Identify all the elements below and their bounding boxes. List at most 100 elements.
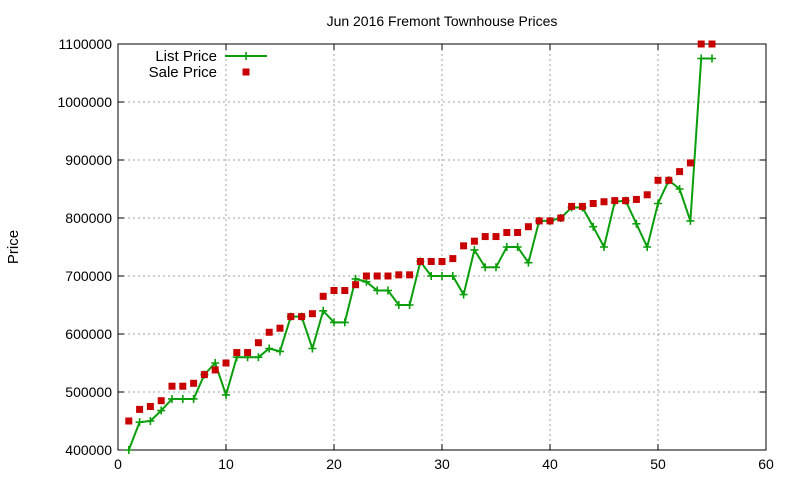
y-tick-label: 500000 xyxy=(65,384,112,400)
list-price-point xyxy=(319,306,328,315)
legend-marker-sale-price xyxy=(242,68,250,76)
list-price-point xyxy=(708,54,716,63)
sale-price-point xyxy=(643,191,651,199)
sale-price-point xyxy=(190,379,198,387)
sale-price-point xyxy=(427,258,435,265)
sale-price-point xyxy=(686,159,694,167)
sale-price-point xyxy=(589,200,597,207)
y-tick-label: 1000000 xyxy=(57,94,112,110)
list-price-point xyxy=(686,216,695,225)
sale-price-point xyxy=(481,233,489,241)
list-price-point xyxy=(330,318,338,327)
x-tick-label: 60 xyxy=(758,456,774,472)
list-price-point xyxy=(189,394,198,403)
sale-price-point xyxy=(244,349,252,357)
sale-price-point xyxy=(416,258,424,265)
axis-ticks: 0 10 20 30 40 50 60 400000 500000 600000 700000 800… xyxy=(57,36,774,472)
list-price-point xyxy=(135,418,144,427)
sale-price-point xyxy=(298,313,306,321)
x-tick-label: 40 xyxy=(542,456,558,472)
list-price-point xyxy=(470,245,479,254)
list-price-point xyxy=(157,406,166,415)
legend-marker-list-price xyxy=(242,52,250,60)
sale-price-point xyxy=(125,417,133,425)
list-price-point xyxy=(178,394,187,403)
sale-price-point xyxy=(449,255,457,263)
chart-title: Jun 2016 Fremont Townhouse Prices xyxy=(327,13,558,29)
x-tick-label: 20 xyxy=(326,456,342,472)
list-price-point xyxy=(448,272,457,280)
sale-price-point xyxy=(492,233,500,241)
sale-price-point xyxy=(632,195,640,203)
legend: List Price Sale Price xyxy=(149,48,267,81)
list-price-point xyxy=(168,394,176,403)
list-price-point xyxy=(211,359,220,367)
sale-price-point xyxy=(287,313,295,321)
x-tick-label: 10 xyxy=(218,456,234,472)
list-price-point xyxy=(254,353,263,362)
sale-price-point xyxy=(352,281,360,289)
list-price-point xyxy=(124,446,133,454)
sale-price-point xyxy=(265,328,273,336)
sale-price-point xyxy=(600,198,608,206)
list-price-point xyxy=(459,290,468,299)
sale-price-point xyxy=(200,371,208,379)
y-tick-label: 600000 xyxy=(65,326,112,342)
sale-price-point xyxy=(211,366,219,374)
sale-price-point xyxy=(460,242,468,250)
list-price-point xyxy=(513,243,522,251)
legend-label-list-price: List Price xyxy=(155,48,217,65)
list-price-point xyxy=(265,344,274,353)
list-price-point xyxy=(276,347,284,356)
list-price-point xyxy=(600,243,608,251)
sale-price-point xyxy=(308,310,316,318)
list-price-point xyxy=(384,286,392,295)
sale-price-point xyxy=(557,214,565,222)
list-price-point xyxy=(373,286,382,295)
list-price-point xyxy=(308,344,317,353)
sale-price-point xyxy=(254,339,262,347)
sale-price-point xyxy=(611,197,619,205)
list-price-point xyxy=(340,318,349,327)
sale-price-point xyxy=(384,272,392,280)
sale-price-point xyxy=(319,292,327,300)
sale-price-point xyxy=(654,176,662,184)
sale-price-point xyxy=(524,223,532,231)
list-price-point xyxy=(394,301,403,309)
sale-price-point xyxy=(222,359,230,367)
x-tick-label: 30 xyxy=(434,456,450,472)
sale-price-point xyxy=(179,382,187,390)
sale-price-point xyxy=(470,237,478,245)
sale-price-point xyxy=(697,40,705,48)
x-tick-label: 50 xyxy=(650,456,666,472)
list-price-point xyxy=(222,390,230,399)
y-tick-label: 900000 xyxy=(65,152,112,168)
sale-price-point xyxy=(395,271,403,279)
list-price-line xyxy=(127,57,712,451)
y-axis-label: Price xyxy=(5,230,22,264)
list-price-point xyxy=(697,54,706,63)
list-price-point xyxy=(146,417,155,425)
list-price-point xyxy=(675,185,684,193)
list-price-point xyxy=(438,272,446,280)
sale-price-point xyxy=(568,202,576,210)
sale-price-point xyxy=(622,197,630,205)
list-price-point xyxy=(481,263,490,272)
sale-price-point xyxy=(578,202,586,210)
list-price-point xyxy=(427,272,436,280)
y-tick-label: 700000 xyxy=(65,268,112,284)
legend-label-sale-price: Sale Price xyxy=(149,64,217,81)
list-price-point xyxy=(492,263,500,272)
list-price-point xyxy=(632,219,641,228)
sale-price-point xyxy=(546,217,554,225)
sale-price-point xyxy=(330,287,338,294)
list-price-point xyxy=(405,301,414,309)
sale-price-point xyxy=(373,272,381,280)
grid xyxy=(118,44,766,450)
sale-price-point xyxy=(535,217,543,225)
sale-price-point xyxy=(157,397,165,405)
sale-price-point xyxy=(676,168,684,176)
sale-price-point xyxy=(276,324,284,332)
sale-price-point xyxy=(233,349,241,357)
